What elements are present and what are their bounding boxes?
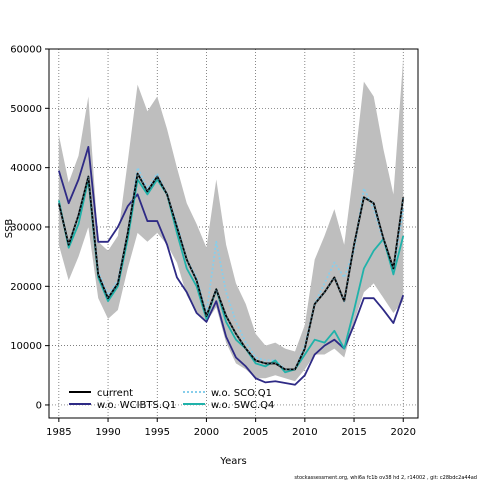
legend-label-w-o-swc-q4: w.o. SWC.Q4 [211,400,274,411]
legend-label-current: current [97,388,133,399]
series-line-current-overlay [58,171,404,370]
x-tick-label: 1995 [145,427,170,438]
y-tick-label: 50000 [10,104,42,115]
x-axis-title: Years [219,456,246,467]
x-tick-label: 2010 [292,427,317,438]
y-tick-label: 20000 [10,282,42,293]
y-axis-title: SSB [4,219,15,239]
y-tick-label: 40000 [10,163,42,174]
x-tick-label: 1990 [95,427,120,438]
y-tick-label: 10000 [10,341,42,352]
x-tick-label: 2005 [243,427,268,438]
y-tick-label: 60000 [10,45,42,56]
x-tick-label: 2000 [194,427,219,438]
series-line-w-o-swc-q4 [57,178,405,374]
x-tick-label: 2020 [391,427,416,438]
series-line-w-o-sco-q1 [57,166,405,371]
y-tick-label: 30000 [10,222,42,233]
footnote: stockassessment.org, whi6a fc1b ov38 hd … [294,475,477,480]
plot-frame [48,48,419,419]
legend-label-w-o-wcibts-q1: w.o. WCIBTS.Q1 [97,400,176,411]
legend-label-w-o-sco-q1: w.o. SCO.Q1 [211,388,272,399]
y-tick-label: 0 [36,400,42,411]
x-tick-label: 1985 [46,427,71,438]
x-tick-label: 2015 [341,427,366,438]
